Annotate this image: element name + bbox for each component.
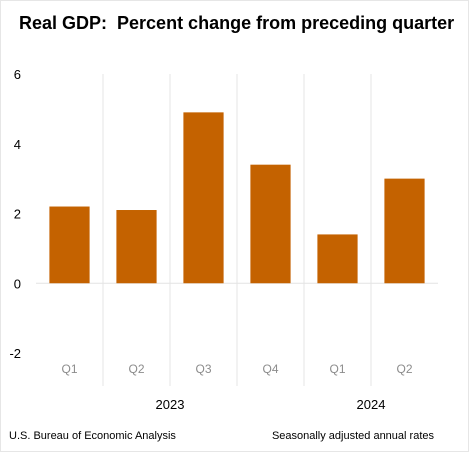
bar (49, 206, 90, 284)
source-note: U.S. Bureau of Economic Analysis (9, 430, 176, 442)
x-category-label: Q4 (262, 362, 278, 376)
bar (384, 178, 425, 284)
x-category-label: Q1 (61, 362, 77, 376)
adjustment-note: Seasonally adjusted annual rates (271, 430, 434, 442)
x-category-label: Q3 (195, 362, 211, 376)
bar (116, 210, 157, 284)
chart-title: Real GDP: Percent change from preceding … (19, 13, 455, 33)
bar (250, 164, 291, 284)
x-group-label: 2024 (357, 397, 386, 412)
x-category-label: Q1 (329, 362, 345, 376)
y-tick-label: -2 (9, 346, 21, 361)
bar (317, 234, 358, 284)
bar (183, 112, 224, 284)
y-tick-label: 6 (14, 67, 21, 82)
y-tick-label: 2 (14, 207, 21, 222)
x-category-label: Q2 (396, 362, 412, 376)
x-category-label: Q2 (128, 362, 144, 376)
y-tick-label: 4 (14, 137, 21, 152)
y-tick-label: 0 (14, 276, 21, 291)
x-group-label: 2023 (156, 397, 185, 412)
